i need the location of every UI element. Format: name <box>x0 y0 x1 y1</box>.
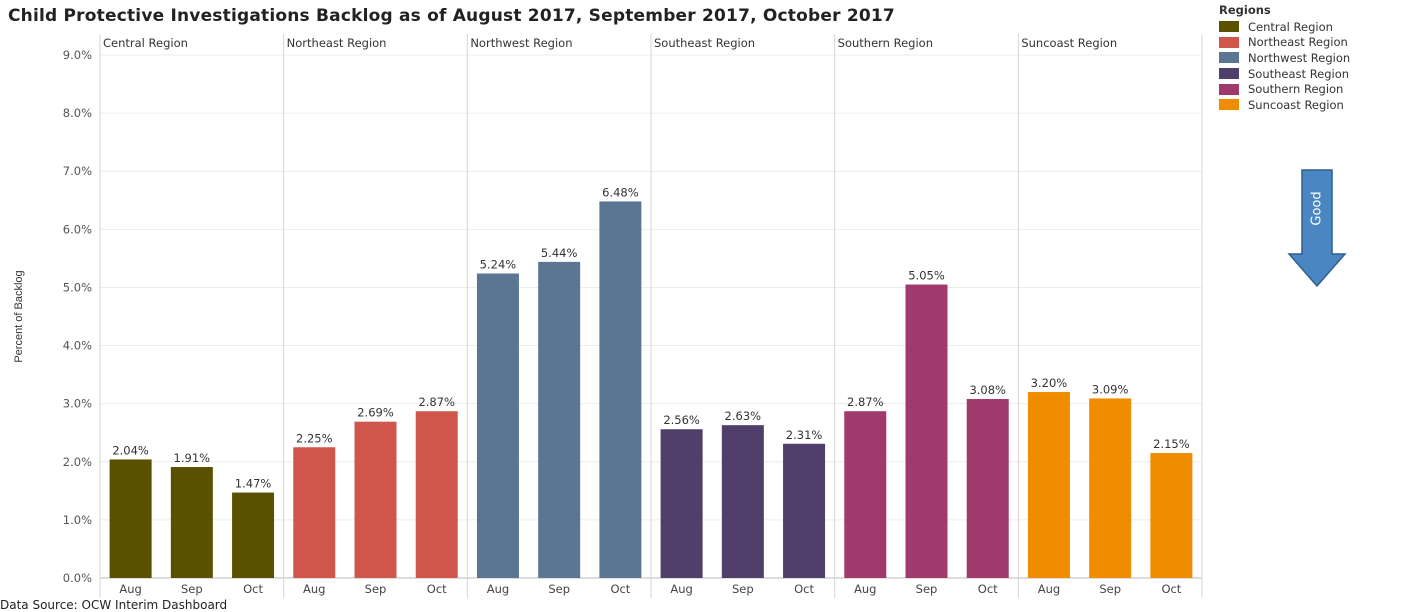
legend-label: Southern Region <box>1248 82 1344 97</box>
x-tick-label: Aug <box>303 582 325 596</box>
data-label: 1.47% <box>235 477 272 491</box>
y-axis-label: Percent of Backlog <box>13 270 25 362</box>
y-tick-label: 9.0% <box>63 48 92 62</box>
panel-header: Southeast Region <box>654 36 755 50</box>
data-label: 2.87% <box>418 395 455 409</box>
y-tick-label: 6.0% <box>63 222 92 236</box>
legend-swatch <box>1219 52 1239 64</box>
data-label: 3.09% <box>1092 382 1129 396</box>
x-tick-label: Oct <box>794 582 814 596</box>
data-label: 2.69% <box>357 406 394 420</box>
bar <box>660 429 703 578</box>
data-label: 2.87% <box>847 395 884 409</box>
panel-header: Northeast Region <box>287 36 387 50</box>
data-label: 2.25% <box>296 431 333 445</box>
legend-item-northeast[interactable]: Northeast Region <box>1219 35 1350 51</box>
panel-header: Suncoast Region <box>1021 36 1117 50</box>
legend-title: Regions <box>1219 3 1271 17</box>
bar <box>293 447 336 578</box>
legend-swatch <box>1219 68 1239 80</box>
x-tick-label: Sep <box>365 582 387 596</box>
bar <box>905 284 948 578</box>
x-tick-label: Oct <box>978 582 998 596</box>
x-tick-label: Aug <box>854 582 876 596</box>
data-label: 2.63% <box>725 409 762 423</box>
x-tick-label: Sep <box>181 582 203 596</box>
bar <box>966 399 1009 578</box>
x-tick-label: Sep <box>732 582 754 596</box>
bar <box>109 459 152 578</box>
legend-item-southern[interactable]: Southern Region <box>1219 81 1350 97</box>
y-tick-label: 2.0% <box>63 455 92 469</box>
y-tick-label: 3.0% <box>63 397 92 411</box>
data-label: 2.56% <box>663 413 700 427</box>
data-label: 6.48% <box>602 185 639 199</box>
legend-swatch <box>1219 36 1239 48</box>
x-tick-label: Aug <box>119 582 141 596</box>
bar <box>354 421 397 578</box>
panel-header: Central Region <box>103 36 188 50</box>
bar <box>232 492 275 578</box>
y-tick-label: 5.0% <box>63 280 92 294</box>
legend-label: Suncoast Region <box>1248 97 1344 112</box>
y-tick-label: 1.0% <box>63 513 92 527</box>
bar <box>1150 453 1193 578</box>
panel-header: Northwest Region <box>470 36 572 50</box>
x-tick-label: Aug <box>487 582 509 596</box>
bar <box>599 201 642 578</box>
data-label: 5.24% <box>480 257 517 271</box>
down-arrow-icon <box>1287 169 1347 288</box>
legend-label: Southeast Region <box>1248 66 1350 81</box>
data-label: 3.20% <box>1031 376 1068 390</box>
y-tick-label: 8.0% <box>63 106 92 120</box>
data-label: 5.05% <box>908 269 945 283</box>
bar <box>1089 398 1132 578</box>
legend-swatch <box>1219 99 1239 111</box>
x-tick-label: Sep <box>916 582 938 596</box>
x-tick-label: Oct <box>427 582 447 596</box>
y-tick-label: 4.0% <box>63 339 92 353</box>
bar <box>170 467 213 578</box>
x-tick-label: Oct <box>610 582 630 596</box>
x-tick-label: Aug <box>670 582 692 596</box>
bar <box>1027 392 1070 578</box>
x-tick-label: Sep <box>548 582 570 596</box>
x-tick-label: Aug <box>1038 582 1060 596</box>
good-label: Good <box>1305 170 1329 246</box>
legend-label: Northeast Region <box>1248 35 1348 50</box>
data-label: 2.15% <box>1153 437 1190 451</box>
legend-item-central[interactable]: Central Region <box>1219 19 1350 35</box>
legend-item-suncoast[interactable]: Suncoast Region <box>1219 97 1350 113</box>
y-tick-label: 0.0% <box>63 571 92 585</box>
legend-swatch <box>1219 83 1239 95</box>
bar <box>844 411 887 578</box>
legend-label: Central Region <box>1248 19 1333 34</box>
data-label: 5.44% <box>541 246 578 260</box>
y-tick-label: 7.0% <box>63 164 92 178</box>
bar <box>783 443 826 578</box>
legend-item-southeast[interactable]: Southeast Region <box>1219 66 1350 82</box>
data-label: 2.31% <box>786 428 823 442</box>
x-tick-label: Sep <box>1099 582 1121 596</box>
x-tick-label: Oct <box>243 582 263 596</box>
legend-item-northwest[interactable]: Northwest Region <box>1219 50 1350 66</box>
data-label: 2.04% <box>112 443 149 457</box>
legend: Regions Central Region Northeast Region … <box>1219 3 1350 113</box>
chart-plot: 0.0% 1.0% 2.0% 3.0% 4.0% 5.0% 6.0% 7.0% 8.0% 9.0%… <box>13 34 1203 598</box>
legend-label: Northwest Region <box>1248 50 1351 65</box>
data-label: 1.91% <box>174 451 211 465</box>
bar <box>721 425 764 578</box>
panel-header: Southern Region <box>838 36 933 50</box>
bar <box>415 411 458 578</box>
bar <box>476 273 519 578</box>
bar <box>538 261 581 578</box>
legend-swatch <box>1219 21 1239 33</box>
chart-title: Child Protective Investigations Backlog … <box>8 6 895 26</box>
data-label: 3.08% <box>969 383 1006 397</box>
good-label-text: Good <box>1309 190 1325 226</box>
x-tick-label: Oct <box>1161 582 1181 596</box>
data-source-note: Data Source: OCW Interim Dashboard <box>0 598 228 612</box>
